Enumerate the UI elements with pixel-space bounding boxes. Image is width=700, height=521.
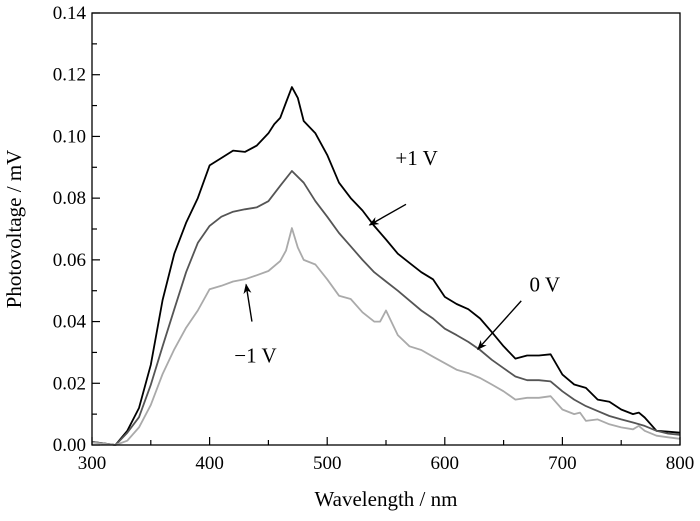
x-tick-label: 500 <box>313 453 342 474</box>
series-line <box>91 227 681 446</box>
series-line <box>91 170 681 446</box>
y-tick-label: 0.08 <box>53 188 86 209</box>
series-layer <box>91 86 681 446</box>
annotation-label: 0 V <box>529 273 560 297</box>
y-tick-label: 0.02 <box>53 373 86 394</box>
y-tick-label: 0.00 <box>53 435 86 456</box>
annotation-layer: +1 V 0 V −1 V <box>234 146 560 367</box>
series-line <box>91 86 681 446</box>
y-tick-label: 0.10 <box>53 126 86 147</box>
y-tick-label: 0.14 <box>53 3 87 24</box>
y-tick-label: 0.12 <box>53 65 86 86</box>
annotation-label: −1 V <box>234 344 276 368</box>
plot-frame <box>91 12 681 446</box>
annotation-label: +1 V <box>395 146 437 170</box>
x-tick-label: 600 <box>431 453 460 474</box>
annotation-arrow <box>477 300 522 351</box>
y-tick-label: 0.06 <box>53 250 86 271</box>
y-axis-label: Photovoltage / mV <box>2 150 26 309</box>
annotation-arrow <box>368 203 407 226</box>
x-tick-label: 400 <box>195 453 224 474</box>
x-axis-label: Wavelength / nm <box>315 487 458 511</box>
y-tick-label: 0.04 <box>53 312 87 333</box>
annotation-arrow <box>243 283 253 322</box>
x-tick-label: 300 <box>78 453 107 474</box>
x-tick-label: 800 <box>666 453 695 474</box>
x-tick-label: 700 <box>548 453 577 474</box>
tick-layer: 300 400 500 600 700 800 0.00 0.02 0.04 0.06 0.08 0.… <box>53 3 695 474</box>
